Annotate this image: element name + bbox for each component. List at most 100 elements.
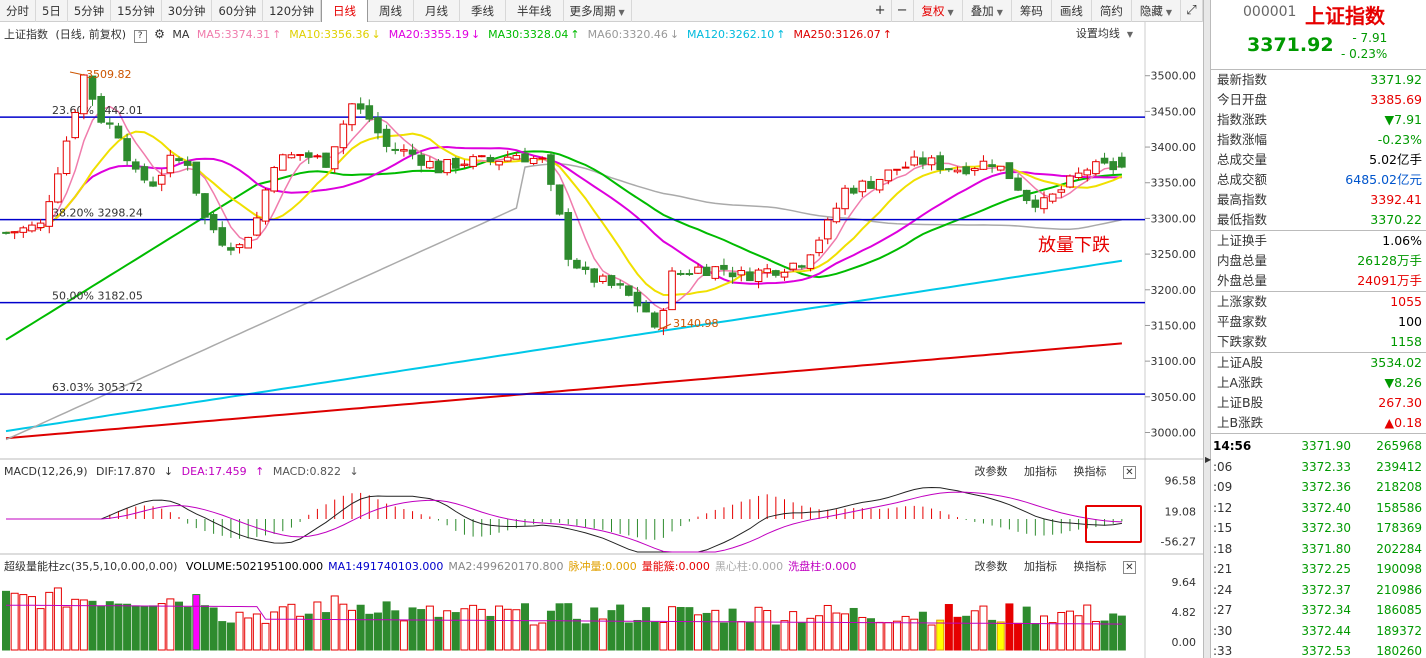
toolbar-button[interactable]: 叠加 ▼ <box>963 0 1012 22</box>
chart-area: 3500.00 3450.00 3400.00 3350.00 3300.00 3250.… <box>0 0 1203 658</box>
volume-bar <box>694 614 702 651</box>
low-pointer <box>657 323 672 331</box>
tick-v: 218208 <box>1376 480 1422 494</box>
volume-bar <box>477 608 486 651</box>
volume-bar <box>763 610 772 651</box>
ma-value-text: MA250:3126.07 <box>793 28 881 41</box>
macd-add-indicator[interactable]: 加指标 <box>1024 465 1057 478</box>
low-label: 3140.98 <box>673 317 719 330</box>
candle-body <box>123 138 131 162</box>
candle-body <box>374 117 382 134</box>
quote-key: 今日开盘 <box>1217 92 1268 107</box>
tick-v: 190098 <box>1376 562 1422 576</box>
quote-key: 平盘家数 <box>1217 314 1268 329</box>
ma-value: MA60:3320.46 ↓ <box>588 28 683 41</box>
quote-value: 100 <box>1398 314 1422 329</box>
change-percent: - 0.23% <box>1341 47 1388 61</box>
panel-divider[interactable]: ▶ <box>1203 0 1211 658</box>
vol-switch-indicator[interactable]: 换指标 <box>1073 560 1107 573</box>
candle-body <box>823 219 832 240</box>
minus-icon[interactable]: − <box>892 0 914 22</box>
volume-bar <box>348 609 356 651</box>
candle-body <box>1048 193 1057 202</box>
candle-body <box>763 268 772 274</box>
macd-tick-label: -56.27 <box>1161 536 1196 549</box>
candle-body <box>443 159 451 174</box>
ma-arrow-icon: ↓ <box>470 28 481 41</box>
period-tab[interactable]: 15分钟 <box>111 0 162 22</box>
volume-bar <box>944 604 953 651</box>
candle-body <box>62 140 71 175</box>
volume-bar <box>434 616 443 651</box>
period-tab[interactable]: 更多周期 ▼ <box>564 0 632 22</box>
candle-body <box>1014 177 1022 191</box>
volume-bar <box>598 618 607 651</box>
candle-body <box>780 271 789 278</box>
period-tab[interactable]: 30分钟 <box>162 0 213 22</box>
candle-body <box>521 153 529 163</box>
macd-links: 改参数 加指标 换指标 ✕ <box>967 462 1142 482</box>
collapse-arrow-icon[interactable]: ▶ <box>1205 455 1212 464</box>
volume-bar <box>278 606 287 651</box>
volume-bar <box>546 610 555 651</box>
quote-value: 5.02亿手 <box>1369 152 1422 167</box>
tick-list[interactable]: 14:56 3371.90 265968:06 3372.33 239412:09 337… <box>1211 434 1426 658</box>
quote-key: 指数涨幅 <box>1217 132 1268 147</box>
plus-icon[interactable]: + <box>870 0 892 22</box>
period-tab[interactable]: 半年线 <box>506 0 564 22</box>
candle-body <box>832 207 841 223</box>
candle-body <box>460 163 469 166</box>
toolbar-button[interactable]: 简约 <box>1092 0 1132 22</box>
period-tab[interactable]: 5分钟 <box>68 0 112 22</box>
vol-add-indicator[interactable]: 加指标 <box>1024 560 1057 573</box>
period-tab[interactable]: 月线 <box>414 0 461 22</box>
macd-edit-params[interactable]: 改参数 <box>974 465 1008 478</box>
candle-body <box>893 168 901 171</box>
quote-group-breadth: 上涨家数 1055 平盘家数 100 下跌家数 1158 <box>1211 292 1426 353</box>
vol-edit-params[interactable]: 改参数 <box>974 560 1008 573</box>
tick-row: :33 3372.53 180260 <box>1211 641 1426 658</box>
quote-key: 外盘总量 <box>1217 273 1268 288</box>
tick-p: 3371.80 <box>1301 541 1351 556</box>
candle-body <box>806 254 815 269</box>
volume-bar <box>88 600 97 651</box>
ma-value-text: MA5:3374.31 <box>196 28 271 41</box>
help-icon[interactable]: ? <box>133 30 147 43</box>
period-tab[interactable]: 周线 <box>368 0 415 22</box>
y-tick-label: 3150.00 <box>1151 319 1197 332</box>
gear-icon[interactable]: ⚙ <box>154 27 165 41</box>
period-tab[interactable]: 日线 <box>321 0 369 22</box>
toolbar-button[interactable]: 复权 ▼ <box>914 0 963 22</box>
tick-p: 3372.33 <box>1301 459 1351 474</box>
volume-bar <box>226 622 235 651</box>
macd-macd-value: MACD:0.822 <box>272 465 341 478</box>
macd-switch-indicator[interactable]: 换指标 <box>1073 465 1107 478</box>
toolbar-button[interactable]: 画线 <box>1052 0 1092 22</box>
volume-items: VOLUME:502195100.000 MA1:491740103.000 MA2… <box>186 560 861 573</box>
candle-body <box>45 201 54 227</box>
tick-v: 189372 <box>1376 623 1422 638</box>
ma-arrow-icon: ↑ <box>570 28 580 41</box>
candle-body <box>227 247 235 251</box>
period-tab[interactable]: 60分钟 <box>212 0 264 22</box>
period-tab[interactable]: 分时 <box>0 0 36 22</box>
close-icon[interactable]: ✕ <box>1123 465 1136 479</box>
candle-body <box>209 214 218 231</box>
tick-t: 14:56 <box>1213 439 1252 453</box>
kline-chart-svg[interactable]: 3500.00 3450.00 3400.00 3350.00 3300.00 3250.… <box>0 0 1203 658</box>
set-ma-button[interactable]: 设置均线 ▼ <box>1076 22 1137 47</box>
candle-body <box>36 222 45 229</box>
tick-row: :15 3372.30 178369 <box>1211 518 1426 539</box>
period-tab[interactable]: 季线 <box>460 0 507 22</box>
y-tick-label: 3450.00 <box>1151 105 1197 118</box>
tick-row: :12 3372.40 158586 <box>1211 498 1426 519</box>
candle-body <box>348 103 356 126</box>
toolbar-button[interactable]: 筹码 <box>1012 0 1052 22</box>
fullscreen-icon[interactable]: ⤢ <box>1181 0 1203 22</box>
period-tab[interactable]: 5日 <box>36 0 68 22</box>
toolbar-button[interactable]: 隐藏 ▼ <box>1132 0 1181 22</box>
close-icon[interactable]: ✕ <box>1123 560 1136 574</box>
candle-body <box>1005 162 1014 180</box>
period-tab[interactable]: 120分钟 <box>263 0 322 22</box>
volume-bar <box>849 607 858 651</box>
